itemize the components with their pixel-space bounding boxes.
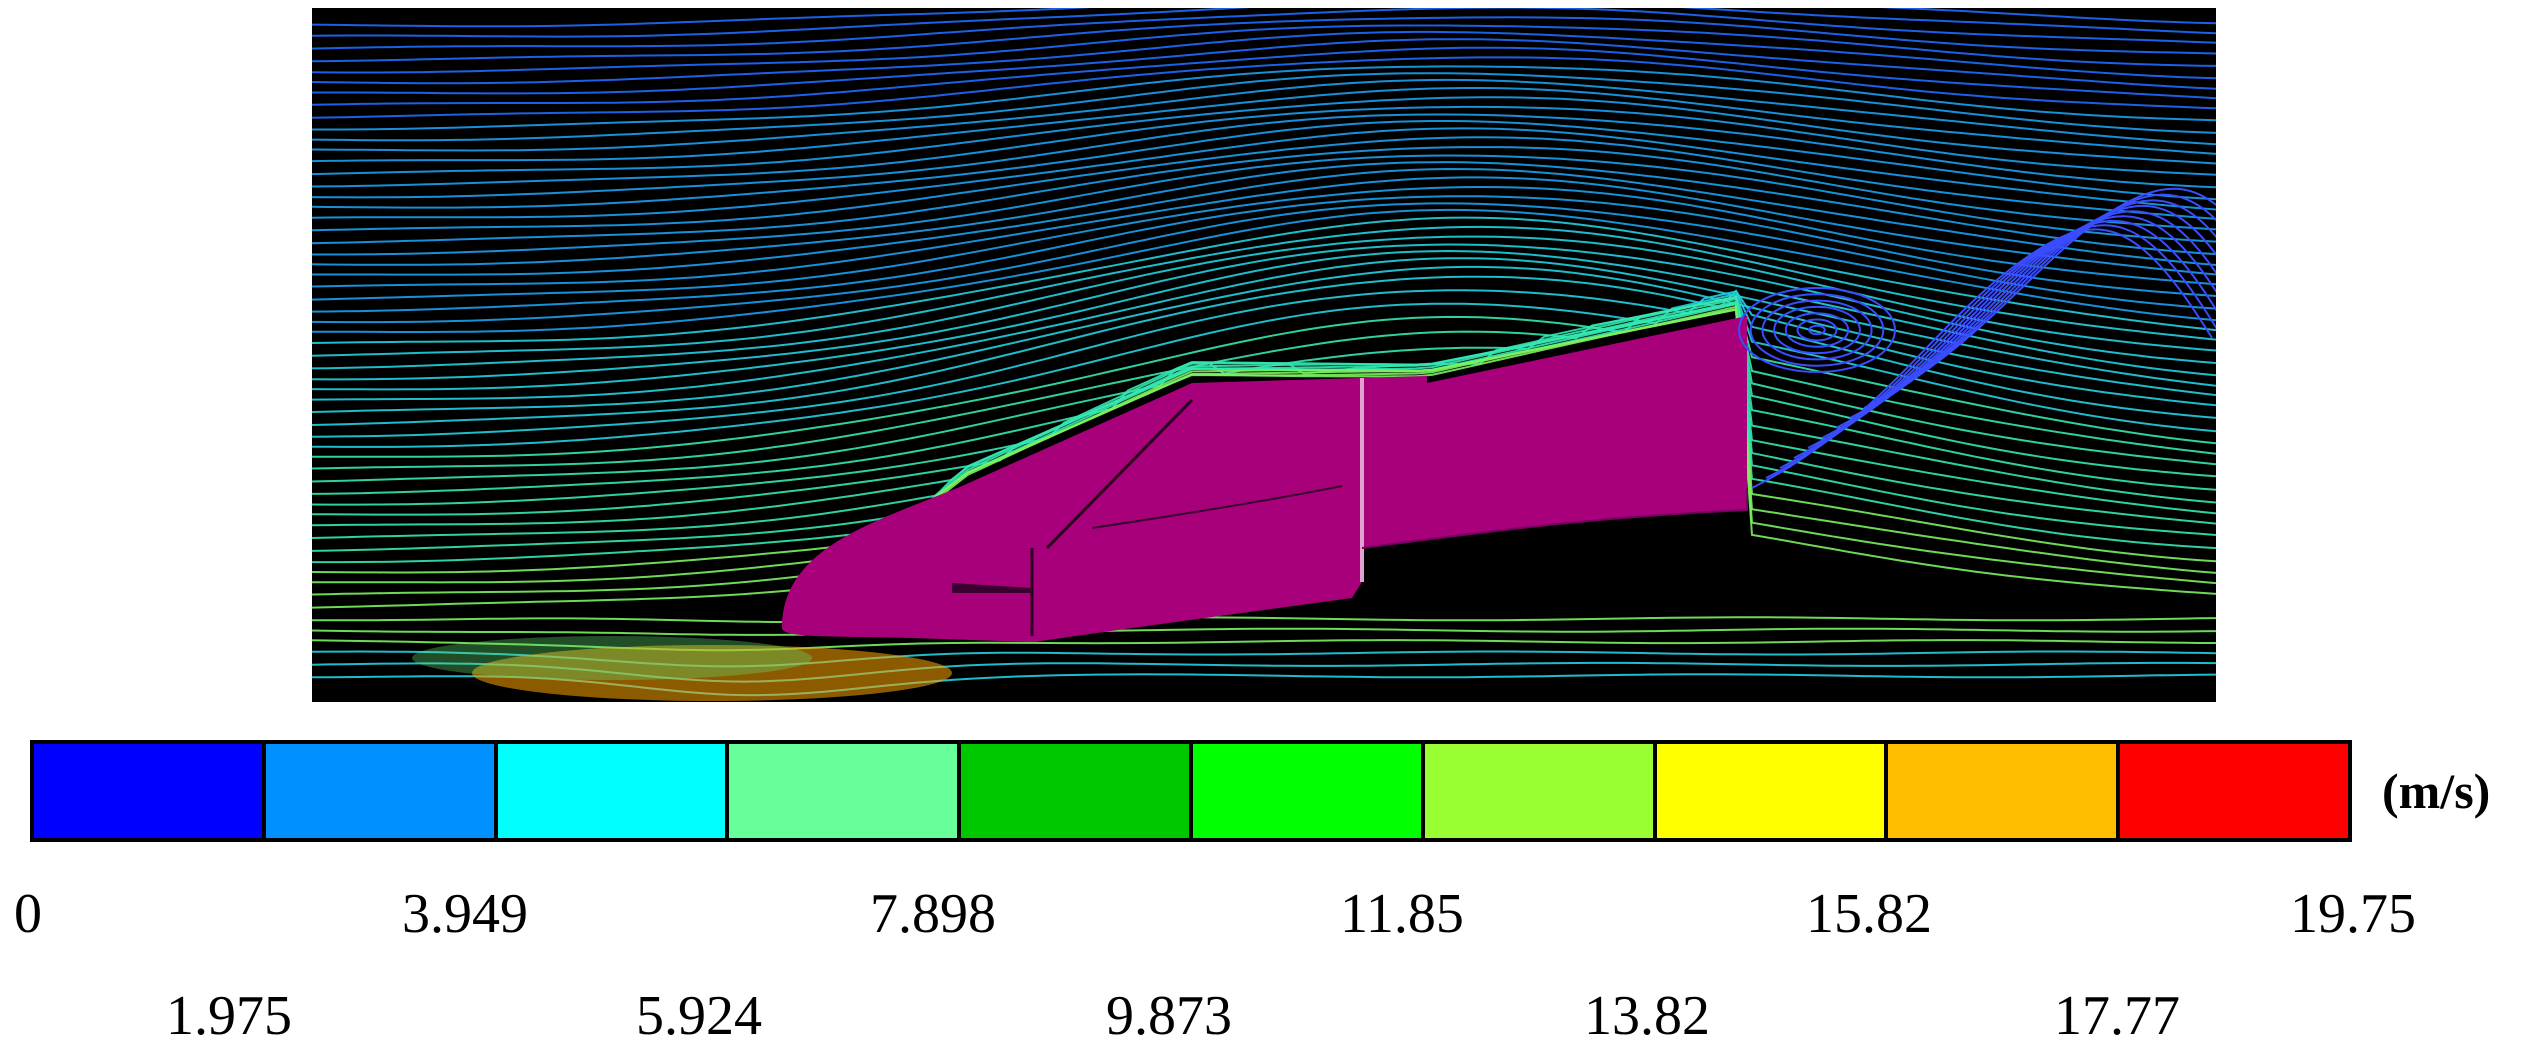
wake-vortices: [1738, 187, 2216, 489]
side-contour: [1091, 485, 1343, 529]
colorbar-segment: [1888, 744, 2121, 838]
streamline: [312, 296, 2216, 470]
side-vent: [952, 583, 1032, 593]
colorbar-segment: [265, 744, 498, 838]
streamline: [312, 105, 2216, 188]
streamline: [312, 305, 2216, 574]
streamline: [312, 87, 2216, 163]
streamline: [312, 202, 2216, 324]
velocity-colorbar: [30, 740, 2352, 842]
streamline: [312, 8, 2216, 38]
windshield-edge: [1045, 398, 1194, 550]
streamline: [312, 216, 2216, 344]
streamline: [312, 627, 2216, 636]
colorbar-segment: [1656, 744, 1889, 838]
colorbar-segment: [2120, 744, 2348, 838]
streamline: [312, 38, 2216, 95]
streamline: [312, 235, 2216, 370]
tick-label: 3.949: [402, 883, 528, 945]
tick-label: 5.924: [636, 985, 762, 1047]
streamline: [312, 161, 2216, 266]
streamline: [312, 127, 2216, 219]
vortex-ring: [1784, 312, 1850, 348]
colorbar-segment: [729, 744, 962, 838]
streamline: [312, 208, 2216, 333]
streamline: [312, 300, 2216, 516]
streamline: [312, 167, 2216, 276]
colorbar-segment: [497, 744, 730, 838]
tick-label: 11.85: [1340, 883, 1464, 945]
tick-label: 1.975: [166, 985, 292, 1047]
streamline: [312, 56, 2216, 119]
streamline: [312, 185, 2216, 301]
vehicle-body: [782, 316, 1748, 642]
vortex-ring: [1761, 299, 1873, 361]
vehicle-hull: [782, 316, 1747, 642]
streamline: [312, 78, 2216, 152]
streamline: [312, 257, 2216, 401]
slow-flow-region: [412, 636, 952, 701]
streamline: [312, 176, 2216, 288]
streamline: [312, 289, 2216, 438]
streamline: [312, 24, 2216, 74]
streamline: [312, 8, 2216, 28]
tick-label: 17.77: [2054, 985, 2180, 1047]
wake-streamline: [1807, 210, 2216, 449]
streamline: [312, 146, 2216, 245]
vortex-ring: [1808, 324, 1826, 336]
colorbar-unit: (m/s): [2382, 763, 2491, 819]
tick-label: 13.82: [1584, 985, 1710, 1047]
colorbar-segment: [1424, 744, 1657, 838]
tick-label: 15.82: [1806, 883, 1932, 945]
lower-skirt: [1361, 488, 1748, 549]
streamline: [312, 16, 2216, 63]
streamline: [312, 616, 2216, 624]
tick-label: 7.898: [870, 883, 996, 945]
tick-label: 19.75: [2290, 883, 2416, 945]
colorbar-segment: [34, 744, 266, 838]
streamline: [312, 307, 2216, 584]
streamline: [312, 8, 2216, 50]
streamline: [312, 154, 2216, 256]
streamline: [312, 195, 2216, 313]
colorbar-segment: [1192, 744, 1425, 838]
flow-field-canvas: [312, 8, 2216, 701]
streamline: [312, 46, 2216, 106]
streamline: [312, 243, 2216, 381]
vortex-ring: [1796, 318, 1838, 342]
streamline: [312, 96, 2216, 176]
streamline: [312, 295, 2216, 483]
wake-streamline: [1863, 187, 2216, 409]
vortex-ring: [1749, 293, 1885, 367]
streamline: [312, 297, 2216, 506]
streamline: [312, 136, 2216, 232]
streamline: [312, 225, 2216, 357]
streamline: [312, 302, 2216, 564]
streamline: [312, 275, 2216, 426]
vortex-ring: [1773, 305, 1861, 355]
streamline: [312, 30, 2216, 85]
streamline: [312, 302, 2216, 527]
streamline: [312, 265, 2216, 413]
colorbar-segment: [961, 744, 1193, 838]
streamline: [312, 113, 2216, 199]
streamline: [312, 65, 2216, 131]
streamline: [312, 308, 2216, 609]
streamline-plot: [312, 8, 2216, 702]
streamline: [312, 249, 2216, 391]
vortex-ring: [1738, 287, 1896, 373]
streamline: [312, 120, 2216, 209]
tick-label: 0: [14, 883, 42, 945]
streamline: [312, 72, 2216, 142]
tick-label: 9.873: [1106, 985, 1232, 1047]
